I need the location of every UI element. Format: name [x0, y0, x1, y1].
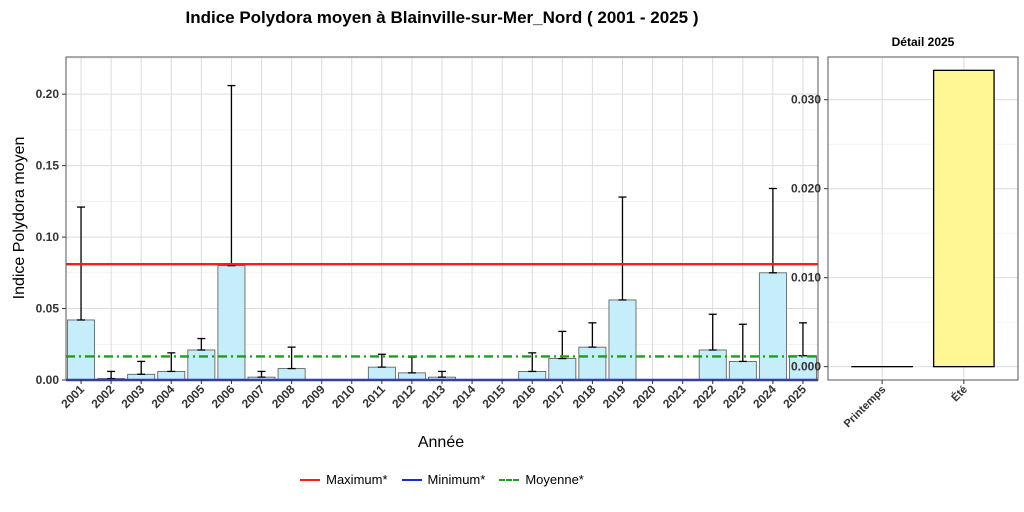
bar — [789, 355, 817, 381]
bar — [367, 366, 396, 381]
x-tick-label: 2017 — [540, 382, 569, 411]
y-axis-title: Indice Polydora moyen — [11, 137, 28, 300]
x-tick-label: 2024 — [750, 382, 779, 411]
bar — [728, 361, 757, 381]
bar — [608, 299, 637, 381]
x-tick-label: 2012 — [389, 382, 418, 411]
x-tick-label: 2014 — [449, 382, 478, 411]
legend-item: Maximum* — [300, 472, 388, 487]
x-tick-label: 2015 — [479, 382, 508, 411]
y-tick-label: 0.15 — [36, 159, 60, 173]
y-tick-label: 0.030 — [791, 93, 821, 107]
x-tick-label: 2023 — [720, 382, 749, 411]
legend-label: Minimum* — [427, 472, 486, 487]
detail-bar — [932, 69, 995, 368]
y-tick-label: 0.00 — [36, 373, 60, 387]
x-tick-label: 2006 — [209, 382, 238, 411]
x-tick-label: 2004 — [149, 382, 178, 411]
bar — [758, 272, 787, 381]
x-tick-label: 2025 — [780, 382, 809, 411]
x-tick-label: 2010 — [329, 382, 358, 411]
x-tick-label: 2013 — [419, 382, 448, 411]
legend-swatch — [401, 478, 422, 481]
x-axis-title: Année — [418, 434, 464, 451]
x-tick-label: 2018 — [570, 382, 599, 411]
x-tick-label: 2002 — [88, 382, 117, 411]
bar — [548, 358, 577, 381]
legend-swatch — [499, 478, 520, 481]
legend-swatch — [300, 478, 321, 481]
x-tick-label: 2007 — [239, 382, 268, 411]
legend-label: Moyenne* — [525, 472, 584, 487]
y-tick-label: 0.05 — [36, 302, 60, 316]
bar — [187, 349, 216, 381]
x-tick-label: 2016 — [510, 382, 539, 411]
x-tick-label: 2022 — [690, 382, 719, 411]
bar — [518, 371, 547, 381]
chart-title: Indice Polydora moyen à Blainville-sur-M… — [185, 8, 699, 27]
x-tick-label: Printemps — [842, 384, 889, 431]
detail-panel-title: Détail 2025 — [891, 35, 955, 49]
x-tick-label: 2019 — [600, 382, 629, 411]
main-panel: 0.00 0.05 0.10 0.15 0.20 2001 2002 2003 2004 2005… — [36, 56, 819, 411]
legend-item: Moyenne* — [499, 472, 584, 487]
legend-label: Maximum* — [326, 472, 388, 487]
legend: Maximum* Minimum* Moyenne* — [0, 472, 884, 487]
bar — [578, 346, 607, 381]
legend-item: Minimum* — [401, 472, 486, 487]
x-tick-label: 2003 — [119, 382, 148, 411]
bar — [277, 368, 306, 381]
x-tick-label: 2011 — [360, 382, 389, 411]
bar — [157, 371, 186, 381]
x-tick-label: 2008 — [269, 382, 298, 411]
x-tick-label: 2020 — [630, 382, 659, 411]
bar — [217, 265, 246, 381]
detail-panel: 0.000 0.010 0.020 0.030 Printemps Été — [791, 56, 1019, 431]
x-tick-label: Été — [949, 383, 970, 404]
x-tick-label: 2021 — [660, 382, 689, 411]
x-tick-label: 2001 — [58, 382, 87, 411]
detail-plot-frame — [827, 56, 1019, 381]
bar — [67, 319, 95, 381]
x-tick-label: 2009 — [299, 382, 328, 411]
y-tick-label: 0.010 — [791, 271, 821, 285]
y-tick-label: 0.20 — [36, 87, 60, 101]
bar — [698, 349, 727, 381]
y-tick-label: 0.020 — [791, 182, 821, 196]
y-tick-label: 0.10 — [36, 230, 60, 244]
y-tick-label: 0.000 — [791, 360, 821, 374]
x-tick-label: 2005 — [179, 382, 208, 411]
